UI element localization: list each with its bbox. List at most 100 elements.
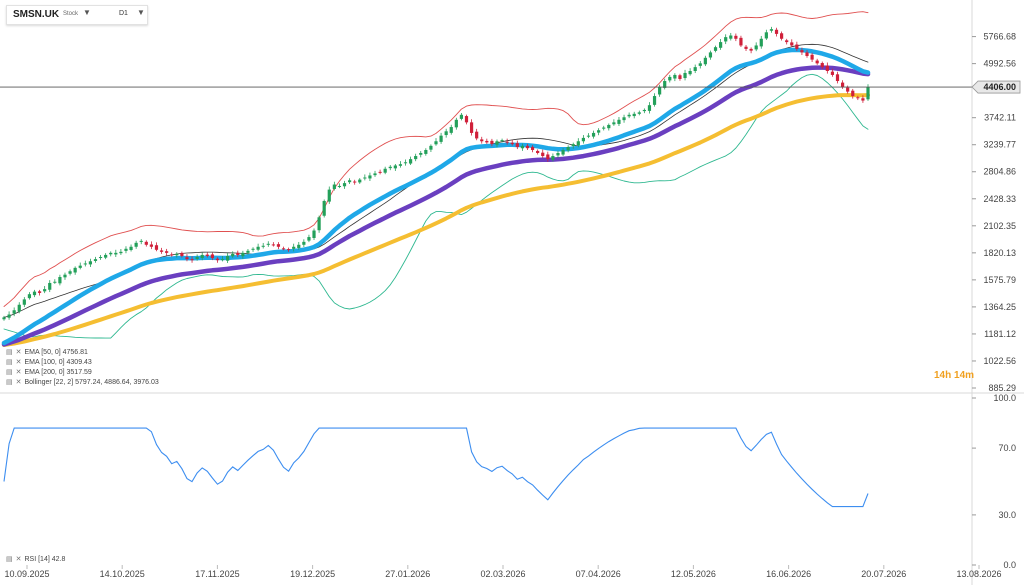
candle-body [215,258,220,261]
settings-icon[interactable]: ▤ [6,369,13,376]
candle-body [571,144,575,147]
legend-label: RSI [14] 42.8 [24,555,66,563]
legend-bollinger[interactable]: ▤ ✕ Bollinger [22, 2] 5797.24, 4886.64, … [6,378,159,387]
price-tick-label: 2102.35 [983,221,1016,231]
candle-body [459,114,464,119]
candle-body [190,259,194,261]
candle-body [236,252,240,255]
candle-body [439,135,443,142]
candle-body [129,246,133,251]
candle-body [541,152,545,157]
candle-body [124,248,128,251]
candle-body [505,141,509,143]
candle-body [780,33,784,39]
candle-body [281,248,286,250]
candle-body [12,310,16,314]
candle-body [846,87,850,92]
candle-body [581,137,585,142]
date-tick-label: 16.06.2026 [766,569,811,579]
close-icon[interactable]: ✕ [15,359,22,366]
candle-body [393,165,397,169]
candle-body [175,253,179,256]
close-icon[interactable]: ✕ [15,369,22,376]
candle-body [322,200,326,216]
candle-body [98,257,103,259]
candle-body [612,122,616,125]
candle-body [104,254,108,258]
candle-body [312,230,316,238]
date-tick-label: 27.01.2026 [385,569,430,579]
candle-body [149,244,153,247]
candle-body [32,291,37,296]
candle-body [805,52,809,56]
caret-down-icon[interactable]: ▼ [83,8,91,17]
candle-body [378,171,382,173]
candle-body [693,67,697,71]
candle-body [591,132,596,137]
symbol-label: SMSN.UK [13,9,60,20]
candle-body [251,248,255,250]
candle-body [134,242,138,247]
candle-body [774,29,779,34]
candle-body [292,246,296,249]
price-tick-label: 4992.56 [983,59,1016,69]
candle-body [444,131,448,136]
candle-body [475,131,479,139]
candle-body [647,105,652,111]
candle-body [840,82,845,88]
legend-ema100[interactable]: ▤ ✕ EMA [100, 0] 4309.43 [6,358,92,367]
candle-body [332,184,336,189]
rsi-tick-label: 30.0 [998,510,1016,520]
caret-down-icon[interactable]: ▼ [137,8,145,17]
candle-body [561,149,565,155]
candle-body [454,119,458,128]
candle-body [27,294,32,299]
rsi-line [3,427,869,508]
candle-body [68,271,72,274]
legend-ema200[interactable]: ▤ ✕ EMA [200, 0] 3517.59 [6,368,92,377]
price-tick-label: 1022.56 [983,356,1016,366]
settings-icon[interactable]: ▤ [6,349,13,356]
candle-body [688,70,692,75]
candle-body [348,180,352,183]
date-tick-label: 12.05.2026 [671,569,716,579]
close-icon[interactable]: ✕ [15,379,22,386]
candle-body [485,140,489,143]
bollinger-middle-line [3,43,869,318]
candle-body [53,281,57,283]
candle-body [63,274,67,278]
settings-icon[interactable]: ▤ [6,556,13,563]
candle-body [515,143,519,148]
settings-icon[interactable]: ▤ [6,379,13,386]
price-tick-label: 1364.25 [983,302,1016,312]
candle-body [810,54,814,60]
close-icon[interactable]: ✕ [15,556,22,563]
candle-body [622,117,626,121]
candle-body [408,159,413,164]
legend-rsi[interactable]: ▤ ✕ RSI [14] 42.8 [6,555,66,564]
candle-body [480,139,484,142]
candle-body [271,244,275,246]
candle-body [383,168,387,173]
candle-body [144,241,148,245]
candle-body [37,291,42,293]
candle-body [597,130,601,133]
candle-body [302,241,306,245]
price-tick-label: 2804.86 [983,167,1016,177]
candle-body [200,254,204,258]
timeframe-label[interactable]: D1 [119,10,128,17]
date-tick-label: 14.10.2025 [100,569,145,579]
price-tick-label: 5766.68 [983,32,1016,42]
current-price-label: 4406.00 [983,82,1016,92]
symbol-selector[interactable]: SMSN.UK Stock ▼ D1 ▼ [6,5,148,25]
candle-body [530,146,535,150]
candle-body [632,113,636,117]
legend-ema50[interactable]: ▤ ✕ EMA [50, 0] 4756.81 [6,348,88,357]
close-icon[interactable]: ✕ [15,349,22,356]
candle-body [195,257,199,259]
candle-body [754,45,758,50]
candle-body [261,245,265,247]
settings-icon[interactable]: ▤ [6,359,13,366]
